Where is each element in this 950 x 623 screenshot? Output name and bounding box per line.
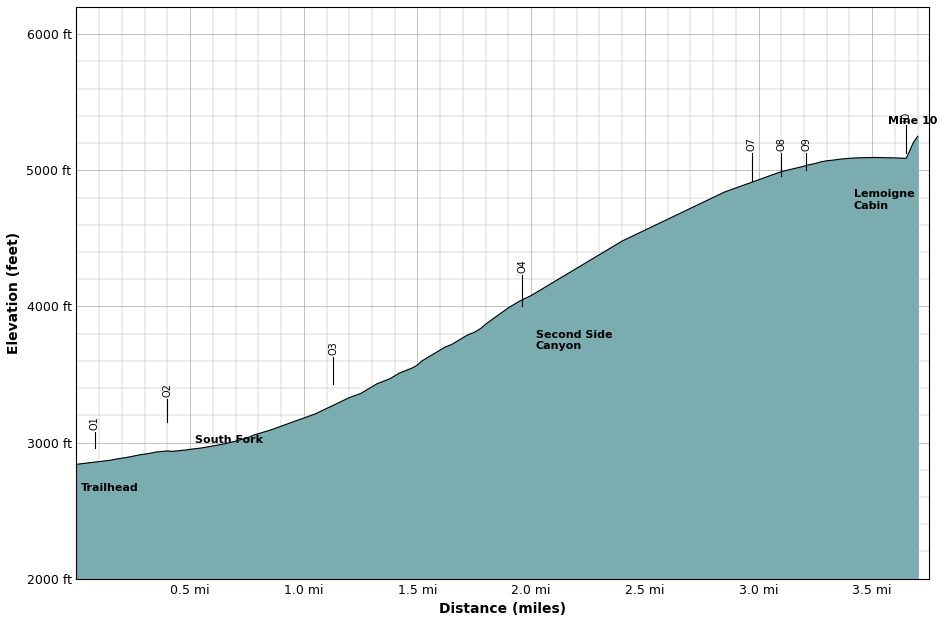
Y-axis label: Elevation (feet): Elevation (feet) (7, 232, 21, 354)
Text: O3: O3 (329, 341, 338, 354)
Text: O4: O4 (517, 259, 527, 273)
Text: South Fork: South Fork (195, 435, 263, 445)
Text: O8: O8 (776, 137, 787, 151)
Text: Lemoigne
Cabin: Lemoigne Cabin (854, 189, 915, 211)
Text: O7: O7 (747, 136, 757, 151)
X-axis label: Distance (miles): Distance (miles) (439, 602, 566, 616)
Text: O2: O2 (162, 383, 172, 397)
Text: Trailhead: Trailhead (81, 483, 139, 493)
Text: Mine 10: Mine 10 (888, 117, 938, 126)
Text: O9: O9 (801, 137, 811, 151)
Text: Second Side
Canyon: Second Side Canyon (536, 330, 612, 351)
Text: O1: O1 (89, 416, 100, 430)
Text: 10: 10 (902, 111, 911, 123)
